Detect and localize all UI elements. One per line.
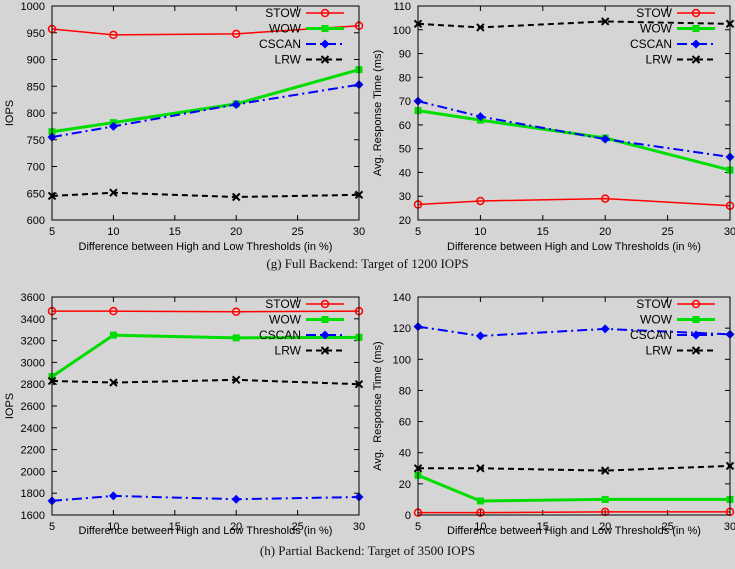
svg-text:20: 20 bbox=[399, 479, 411, 491]
svg-text:80: 80 bbox=[399, 385, 411, 397]
svg-text:15: 15 bbox=[537, 226, 549, 238]
svg-text:CSCAN: CSCAN bbox=[630, 328, 672, 342]
svg-text:0: 0 bbox=[405, 510, 411, 522]
svg-text:30: 30 bbox=[353, 226, 365, 238]
svg-text:3400: 3400 bbox=[21, 314, 45, 326]
svg-text:5: 5 bbox=[415, 521, 421, 533]
svg-text:2200: 2200 bbox=[21, 445, 45, 457]
svg-text:1000: 1000 bbox=[21, 1, 45, 13]
svg-text:100: 100 bbox=[393, 25, 411, 37]
svg-text:STOW: STOW bbox=[636, 6, 672, 20]
svg-text:LRW: LRW bbox=[646, 53, 673, 67]
svg-text:2400: 2400 bbox=[21, 423, 45, 435]
svg-text:5: 5 bbox=[49, 521, 55, 533]
svg-text:Difference between High and Lo: Difference between High and Low Threshol… bbox=[79, 525, 333, 537]
svg-text:LRW: LRW bbox=[646, 344, 673, 358]
svg-text:5: 5 bbox=[49, 226, 55, 238]
svg-text:IOPS: IOPS bbox=[4, 100, 16, 126]
svg-text:LRW: LRW bbox=[275, 344, 302, 358]
chart-full-backend-response-time: 5 10 15 20 25 30 20 30 40 50 60 70 80 90 100 110 Differe… bbox=[368, 0, 735, 256]
svg-text:Difference between High and Lo: Difference between High and Low Threshol… bbox=[447, 525, 701, 537]
svg-text:40: 40 bbox=[399, 167, 411, 179]
svg-text:120: 120 bbox=[393, 323, 411, 335]
svg-text:3200: 3200 bbox=[21, 336, 45, 348]
svg-text:25: 25 bbox=[291, 226, 303, 238]
svg-text:1800: 1800 bbox=[21, 488, 45, 500]
svg-text:IOPS: IOPS bbox=[4, 393, 16, 419]
svg-text:20: 20 bbox=[599, 226, 611, 238]
svg-text:80: 80 bbox=[399, 72, 411, 84]
svg-text:Avg. Response Time (ms): Avg. Response Time (ms) bbox=[372, 341, 384, 470]
svg-text:60: 60 bbox=[399, 120, 411, 132]
svg-text:100: 100 bbox=[393, 354, 411, 366]
svg-text:Difference between High and Lo: Difference between High and Low Threshol… bbox=[447, 241, 701, 253]
svg-text:30: 30 bbox=[724, 226, 735, 238]
svg-text:Difference between High and Lo: Difference between High and Low Threshol… bbox=[79, 241, 333, 253]
svg-text:20: 20 bbox=[399, 215, 411, 227]
svg-text:950: 950 bbox=[27, 28, 45, 40]
svg-text:Avg. Response Time (ms): Avg. Response Time (ms) bbox=[372, 50, 384, 176]
svg-text:110: 110 bbox=[393, 1, 411, 13]
svg-text:1600: 1600 bbox=[21, 510, 45, 522]
svg-text:70: 70 bbox=[399, 96, 411, 108]
svg-text:WOW: WOW bbox=[640, 22, 673, 36]
svg-text:5: 5 bbox=[415, 226, 421, 238]
caption-partial-backend: (h) Partial Backend: Target of 3500 IOPS bbox=[259, 543, 476, 558]
svg-text:10: 10 bbox=[107, 226, 119, 238]
svg-text:750: 750 bbox=[27, 135, 45, 147]
svg-text:3600: 3600 bbox=[21, 292, 45, 304]
svg-text:25: 25 bbox=[661, 521, 673, 533]
svg-text:900: 900 bbox=[27, 55, 45, 67]
svg-text:CSCAN: CSCAN bbox=[259, 328, 301, 342]
svg-text:CSCAN: CSCAN bbox=[630, 37, 672, 51]
svg-text:800: 800 bbox=[27, 108, 45, 120]
svg-text:10: 10 bbox=[474, 226, 486, 238]
svg-text:15: 15 bbox=[537, 521, 549, 533]
svg-text:WOW: WOW bbox=[269, 313, 302, 327]
chart-partial-backend-iops: 5 10 15 20 25 30 1600 1800 2000 2200 2400 2600 2800 3… bbox=[0, 286, 368, 540]
svg-text:STOW: STOW bbox=[636, 297, 672, 311]
svg-text:25: 25 bbox=[661, 226, 673, 238]
svg-text:850: 850 bbox=[27, 81, 45, 93]
svg-text:STOW: STOW bbox=[265, 6, 301, 20]
svg-text:WOW: WOW bbox=[269, 22, 302, 36]
svg-text:STOW: STOW bbox=[265, 297, 301, 311]
svg-text:60: 60 bbox=[399, 417, 411, 429]
svg-text:WOW: WOW bbox=[640, 313, 673, 327]
chart-full-backend-iops: 5 10 15 20 25 30 600 650 700 750 800 850 900 950 1000 D… bbox=[0, 0, 368, 256]
svg-text:700: 700 bbox=[27, 162, 45, 174]
svg-text:20: 20 bbox=[599, 521, 611, 533]
svg-text:LRW: LRW bbox=[275, 53, 302, 67]
svg-text:40: 40 bbox=[399, 448, 411, 460]
chart-partial-backend-response-time: 5 10 15 20 25 30 0 20 40 60 80 100 120 140 Difference … bbox=[368, 286, 735, 540]
svg-text:25: 25 bbox=[291, 521, 303, 533]
svg-text:30: 30 bbox=[353, 521, 365, 533]
svg-text:3000: 3000 bbox=[21, 357, 45, 369]
svg-text:2600: 2600 bbox=[21, 401, 45, 413]
svg-text:90: 90 bbox=[399, 49, 411, 61]
svg-text:20: 20 bbox=[230, 521, 242, 533]
svg-text:20: 20 bbox=[230, 226, 242, 238]
svg-text:600: 600 bbox=[27, 215, 45, 227]
svg-text:30: 30 bbox=[724, 521, 735, 533]
svg-text:30: 30 bbox=[399, 191, 411, 203]
svg-text:15: 15 bbox=[169, 521, 181, 533]
svg-text:2000: 2000 bbox=[21, 466, 45, 478]
svg-text:10: 10 bbox=[474, 521, 486, 533]
svg-text:650: 650 bbox=[27, 188, 45, 200]
svg-text:CSCAN: CSCAN bbox=[259, 37, 301, 51]
svg-text:15: 15 bbox=[169, 226, 181, 238]
svg-text:2800: 2800 bbox=[21, 379, 45, 391]
svg-text:140: 140 bbox=[393, 292, 411, 304]
svg-text:50: 50 bbox=[399, 144, 411, 156]
caption-full-backend: (g) Full Backend: Target of 1200 IOPS bbox=[266, 256, 469, 271]
svg-text:10: 10 bbox=[107, 521, 119, 533]
